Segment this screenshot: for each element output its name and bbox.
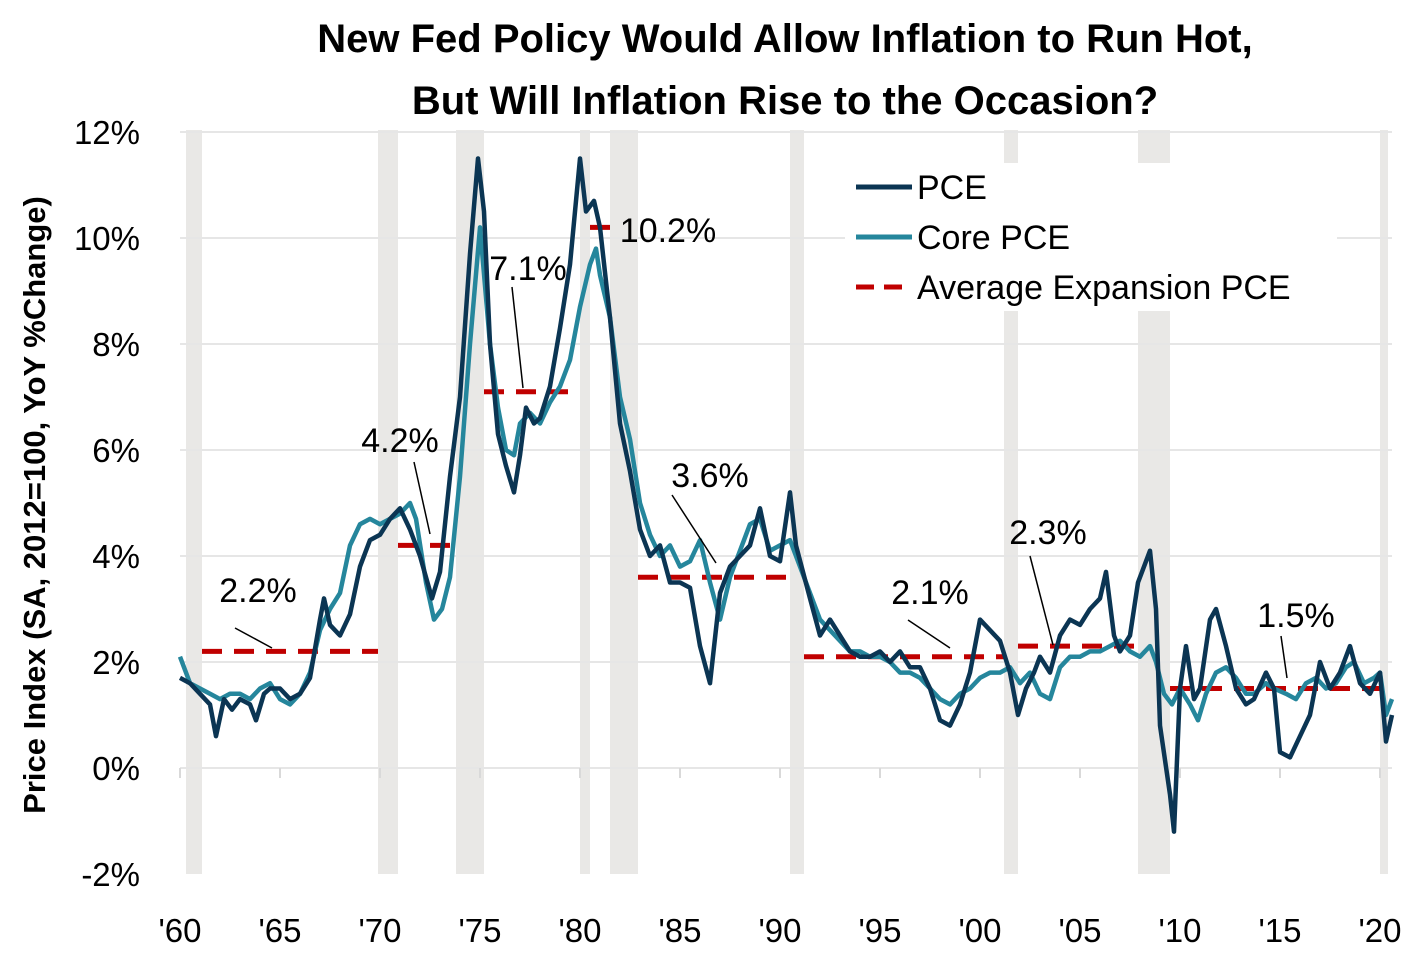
y-tick-label: 12% bbox=[74, 114, 140, 151]
recession-band bbox=[580, 130, 590, 874]
annotations: 2.2% 4.2% 7.1% 10.2% 3.6% 2.1% 2.3% 1.5% bbox=[219, 212, 1335, 679]
x-tick-label: '70 bbox=[358, 912, 401, 949]
annotation-label: 1.5% bbox=[1257, 597, 1335, 635]
x-tick-label: '20 bbox=[1358, 912, 1401, 949]
annotation-leader-line bbox=[1029, 555, 1054, 646]
annotation-label: 7.1% bbox=[489, 250, 567, 288]
annotation-label: 3.6% bbox=[671, 457, 749, 495]
y-tick-label: 10% bbox=[74, 220, 140, 257]
annotation-label: 4.2% bbox=[361, 422, 439, 460]
x-tick-label: '00 bbox=[958, 912, 1001, 949]
annotation-label: 10.2% bbox=[620, 212, 716, 250]
x-tick-label: '15 bbox=[1258, 912, 1301, 949]
legend-label-core-pce: Core PCE bbox=[917, 219, 1070, 257]
pce-line bbox=[178, 156, 1395, 834]
chart-title-line-1: New Fed Policy Would Allow Inflation to … bbox=[317, 17, 1253, 61]
annotation-label: 2.3% bbox=[1009, 514, 1087, 552]
series-lines bbox=[177, 156, 1395, 834]
x-tick-label: '95 bbox=[858, 912, 901, 949]
y-tick-label: 8% bbox=[92, 326, 140, 363]
annotation-leader-line bbox=[1280, 635, 1288, 679]
chart-title-line-2: But Will Inflation Rise to the Occasion? bbox=[412, 79, 1158, 123]
x-tick-label: '10 bbox=[1158, 912, 1201, 949]
x-tick-label: '05 bbox=[1058, 912, 1101, 949]
recession-band bbox=[378, 130, 398, 874]
annotation-label: 2.2% bbox=[219, 572, 297, 610]
recession-band bbox=[186, 130, 202, 874]
annotation-leader-line bbox=[671, 494, 717, 564]
y-tick-label: 0% bbox=[92, 750, 140, 787]
x-tick-labels: '60 '65 '70 '75 '80 '85 '90 '95 '00 '05 '10 '15 '20 bbox=[158, 912, 1401, 949]
annotation-leader-line bbox=[413, 461, 431, 535]
x-tick-label: '60 bbox=[158, 912, 201, 949]
legend-label-pce: PCE bbox=[917, 169, 987, 207]
x-tick-label: '75 bbox=[458, 912, 501, 949]
recession-band bbox=[790, 130, 804, 874]
y-tick-labels: -2% 0% 2% 4% 6% 8% 10% 12% bbox=[74, 114, 140, 893]
legend: PCE Core PCE Average Expansion PCE bbox=[845, 163, 1337, 311]
x-tick-label: '85 bbox=[658, 912, 701, 949]
y-tick-label: 2% bbox=[92, 644, 140, 681]
x-tick-label: '65 bbox=[258, 912, 301, 949]
legend-background bbox=[845, 163, 1337, 311]
y-tick-label: 4% bbox=[92, 538, 140, 575]
y-tick-label: -2% bbox=[81, 856, 140, 893]
annotation-leader-line bbox=[234, 627, 273, 649]
y-axis-label: Price Index (SA, 2012=100, YoY %Change) bbox=[17, 196, 52, 814]
y-tick-label: 6% bbox=[92, 432, 140, 469]
recession-band bbox=[1380, 130, 1388, 874]
legend-label-average: Average Expansion PCE bbox=[917, 269, 1291, 307]
annotation-leader-line bbox=[511, 286, 524, 389]
annotation-leader-line bbox=[907, 619, 951, 649]
x-tick-label: '80 bbox=[558, 912, 601, 949]
x-tick-label: '90 bbox=[758, 912, 801, 949]
annotation-label: 2.1% bbox=[891, 574, 969, 612]
